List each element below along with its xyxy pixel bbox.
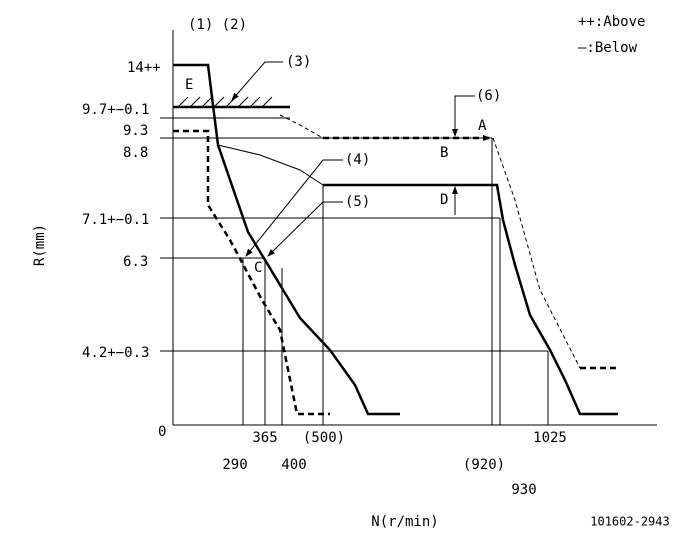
label: 4.2+−0.3 — [82, 345, 149, 361]
label: 290 — [222, 457, 247, 473]
label: 9.3 — [123, 123, 148, 139]
y-axis-label: R(mm) — [32, 224, 48, 266]
label: 6.3 — [123, 254, 148, 270]
label: C — [254, 260, 262, 276]
label: 8.8 — [123, 145, 148, 161]
label: 14++ — [127, 60, 161, 76]
label: D — [440, 192, 448, 208]
label: E — [185, 77, 193, 93]
label: 9.7+−0.1 — [82, 102, 149, 118]
label: 930 — [511, 482, 536, 498]
code: 101602-2943 — [590, 515, 669, 529]
legend: —:Below — [578, 40, 638, 56]
label: 400 — [281, 457, 306, 473]
label: 365 — [252, 430, 277, 446]
label: B — [440, 145, 448, 161]
label: 7.1+−0.1 — [82, 212, 149, 228]
label: 1025 — [533, 430, 567, 446]
label: 0 — [158, 424, 166, 440]
label: A — [478, 118, 487, 134]
label: (6) — [476, 88, 501, 104]
leaders — [231, 61, 491, 257]
label: (5) — [345, 194, 370, 210]
label: (920) — [463, 457, 505, 473]
label: (500) — [303, 430, 345, 446]
curves — [173, 63, 620, 416]
hatch — [173, 96, 290, 109]
legend: ++:Above — [578, 14, 645, 30]
axes — [172, 30, 657, 426]
label: (1) (2) — [188, 17, 247, 33]
label: (3) — [286, 54, 311, 70]
label: (4) — [345, 152, 370, 168]
x-axis-label: N(r/min) — [371, 514, 438, 530]
